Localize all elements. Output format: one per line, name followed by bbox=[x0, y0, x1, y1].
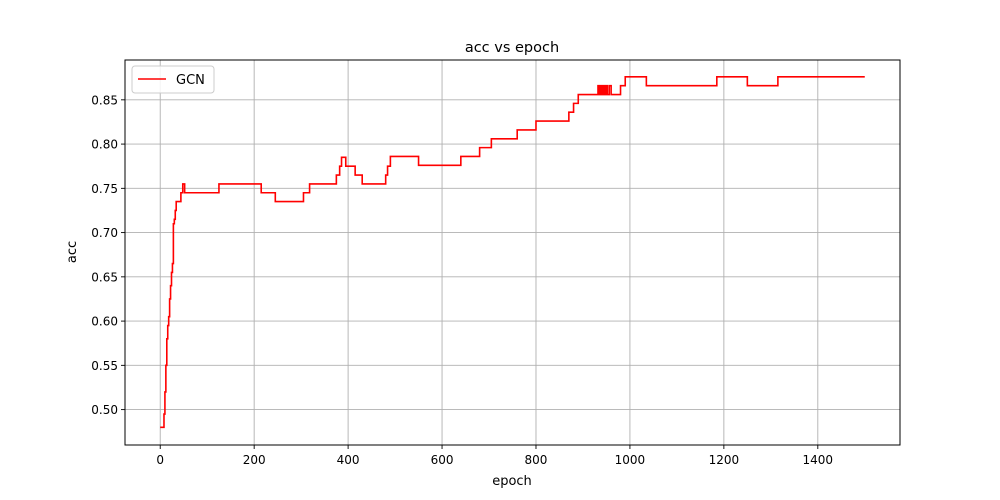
x-tick-label: 400 bbox=[337, 453, 360, 467]
plot-frame bbox=[124, 59, 901, 446]
x-tick-label: 1000 bbox=[615, 453, 646, 467]
x-tick-label: 1400 bbox=[803, 453, 834, 467]
x-tick-label: 600 bbox=[431, 453, 454, 467]
x-tick-label: 200 bbox=[243, 453, 266, 467]
legend: GCN bbox=[131, 65, 215, 94]
x-tick-label: 0 bbox=[156, 453, 164, 467]
y-tick-label: 0.80 bbox=[91, 138, 118, 152]
y-axis-label: acc bbox=[65, 241, 80, 263]
x-axis-label: epoch bbox=[492, 474, 532, 489]
chart-title: acc vs epoch bbox=[465, 40, 559, 56]
series-layer bbox=[160, 76, 865, 429]
grid-layer bbox=[125, 60, 900, 445]
legend-label: GCN bbox=[176, 73, 205, 88]
y-tick-label: 0.70 bbox=[91, 226, 118, 240]
x-tick-label: 1200 bbox=[709, 453, 740, 467]
y-axis: 0.50 0.55 0.60 0.65 0.70 0.75 0.80 0.85 bbox=[91, 93, 125, 417]
series-line-gcn bbox=[160, 76, 865, 429]
y-tick-label: 0.50 bbox=[91, 403, 118, 417]
x-axis: 0 200 400 600 800 1000 1200 1400 bbox=[156, 445, 833, 467]
legend-box bbox=[131, 65, 215, 94]
y-tick-label: 0.60 bbox=[91, 315, 118, 329]
y-tick-label: 0.55 bbox=[91, 359, 118, 373]
y-tick-label: 0.85 bbox=[91, 93, 118, 107]
y-tick-label: 0.75 bbox=[91, 182, 118, 196]
y-tick-label: 0.65 bbox=[91, 270, 118, 284]
x-tick-label: 800 bbox=[525, 453, 548, 467]
